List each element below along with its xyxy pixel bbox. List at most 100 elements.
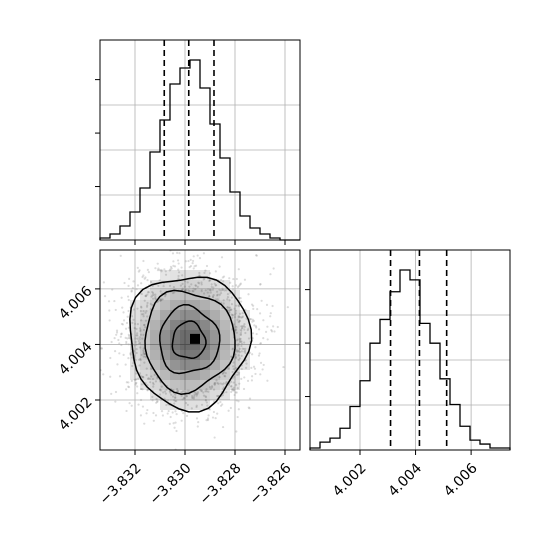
sample-point [237,373,240,376]
sample-point [114,308,117,312]
sample-point [210,385,214,388]
sample-point [227,367,230,370]
density-cell [130,310,140,320]
sample-point [154,293,157,296]
sample-point [83,378,85,380]
sample-point [205,419,208,422]
density-cell [160,310,170,320]
joint-content [83,250,300,460]
density-cell [170,300,180,310]
sample-point [193,395,196,398]
sample-point [269,273,272,276]
density-cell [170,330,180,340]
sample-point [110,392,113,395]
contour-line [144,289,236,395]
sample-point [228,309,231,312]
sample-point [142,347,145,350]
sample-point [232,365,235,368]
sample-point [276,325,279,329]
sample-point [142,333,145,336]
sample-point [133,350,136,353]
sample-point [272,325,275,328]
sample-point [233,313,237,316]
sample-point [127,381,130,384]
sample-point [220,256,224,259]
sample-point [229,406,232,410]
sample-point [190,407,193,410]
density-cell [220,290,230,300]
sample-point [200,283,203,286]
sample-point [152,292,155,295]
density-cell [170,370,180,380]
sample-point [240,327,243,330]
sample-point [185,395,188,398]
sample-point [226,306,229,309]
density-cell [200,290,210,300]
sample-point [195,417,199,420]
sample-point [114,400,117,403]
sample-point [150,295,153,298]
sample-point [127,343,130,346]
sample-point [184,288,188,291]
sample-point [238,320,241,323]
density-cell [190,320,200,330]
sample-point [241,327,244,330]
sample-point [261,368,264,371]
sample-point [110,340,113,344]
sample-point [176,251,179,254]
sample-point [246,328,249,332]
sample-point [174,410,177,413]
sample-point [248,318,252,321]
x-histogram-panel [95,39,301,245]
sample-point [238,284,241,287]
sample-point [256,308,259,311]
sample-point [139,346,142,349]
sample-point [235,284,238,287]
sample-point [236,373,239,376]
density-cell [150,330,160,340]
sample-point [118,375,122,378]
sample-point [282,365,285,369]
sample-point [232,361,235,364]
sample-point [271,304,274,308]
density-cell [200,390,210,400]
sample-point [198,282,201,285]
sample-point [136,334,139,337]
x-tick-label: −3.832 [97,460,145,508]
sample-point [205,264,209,268]
density-cell [230,370,240,380]
sample-point [240,340,243,343]
sample-point [128,458,130,460]
sample-point [127,385,130,388]
sample-point [139,333,143,336]
sample-point [124,327,128,330]
density-cell [200,300,210,310]
density-cell [140,300,150,310]
sample-point [146,377,150,380]
x-tick-label: −3.828 [197,460,245,508]
sample-point [172,285,176,289]
sample-point [136,332,139,335]
sample-point [232,389,236,392]
sample-point [158,388,162,392]
sample-point [230,313,233,316]
sample-point [228,277,231,280]
sample-point [236,344,239,347]
sample-point [215,290,219,293]
sample-point [137,270,140,273]
sample-point [239,328,242,331]
density-cell [140,370,150,380]
density-cell [190,310,200,320]
sample-point [252,307,255,310]
sample-point [165,403,168,407]
density-cell [150,380,160,390]
sample-point [175,413,178,416]
sample-point [146,388,149,391]
density-cell [160,350,170,360]
sample-point [251,320,254,323]
sample-point [215,283,218,287]
sample-point [108,319,111,322]
sample-point [221,383,224,386]
sample-point [199,388,202,391]
sample-point [259,373,262,376]
